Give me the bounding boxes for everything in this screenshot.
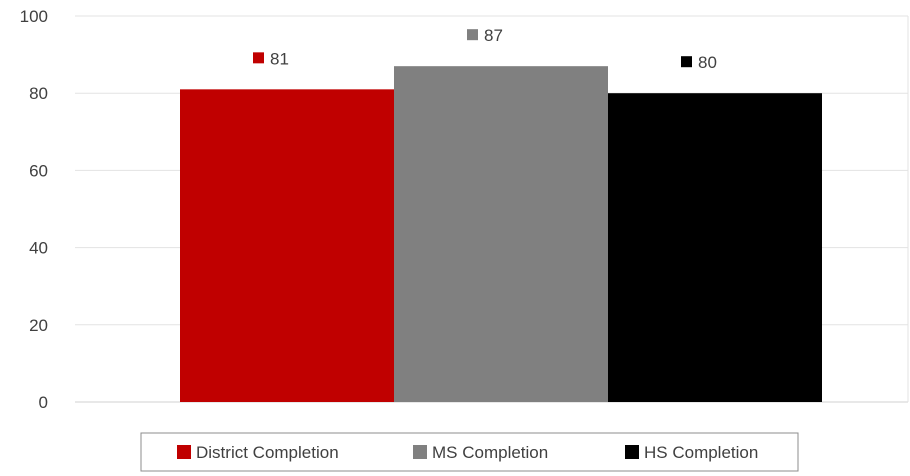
bar-hs-completion [608, 93, 822, 402]
y-tick-label: 20 [29, 316, 48, 335]
data-label: 87 [484, 26, 503, 45]
data-label: 81 [270, 49, 289, 68]
data-labels: 81 87 80 [253, 26, 717, 72]
bar-ms-completion [394, 66, 608, 403]
legend-swatch [625, 445, 639, 459]
y-tick-label: 100 [20, 7, 48, 26]
data-label-key [681, 56, 692, 68]
bars [180, 66, 822, 403]
legend-swatch [413, 445, 427, 459]
data-label: 80 [698, 53, 717, 72]
legend-box [140, 432, 799, 472]
y-axis: 0 20 40 60 80 100 [20, 7, 48, 412]
y-tick-label: 40 [29, 239, 48, 258]
legend-label: MS Completion [432, 443, 548, 462]
legend-swatch [177, 445, 191, 459]
y-tick-label: 80 [29, 84, 48, 103]
legend-label: HS Completion [644, 443, 758, 462]
data-label-key [253, 52, 264, 64]
y-tick-label: 60 [29, 161, 48, 180]
data-label-key [467, 29, 478, 41]
y-tick-label: 0 [39, 393, 48, 412]
bar-district-completion [180, 89, 394, 402]
legend-label: District Completion [196, 443, 339, 462]
legend: District Completion MS Completion HS Compl… [140, 432, 799, 472]
